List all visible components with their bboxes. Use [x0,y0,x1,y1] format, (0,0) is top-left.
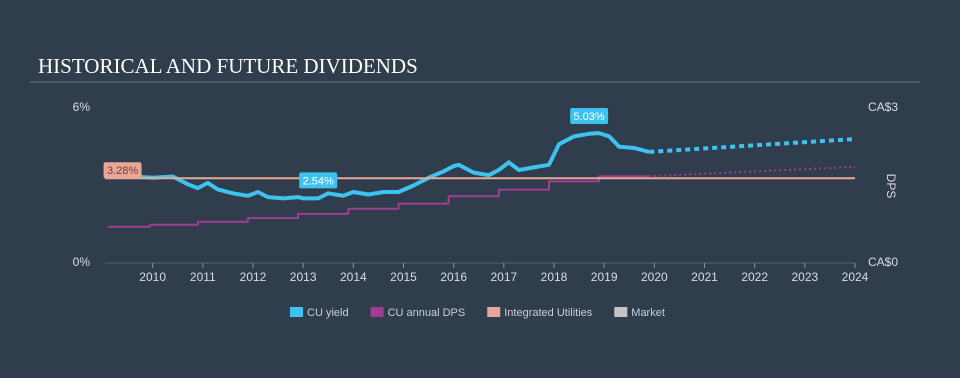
legend-label: Integrated Utilities [504,307,593,319]
x-tick-label: 2020 [641,270,668,284]
legend-swatch [290,307,303,317]
legend-swatch [614,307,628,317]
value-label-box [299,172,338,189]
x-tick-label: 2018 [541,270,568,284]
x-tick-label: 2012 [240,270,267,284]
x-tick-label: 2010 [139,270,166,284]
value-label-box [570,108,609,125]
series-line [107,175,650,228]
y2-tick-label: CA$0 [868,255,898,269]
x-tick-label: 2023 [791,270,818,284]
value-label-box [103,162,142,179]
x-tick-label: 2015 [390,270,417,284]
x-tick-label: 2021 [691,270,718,284]
legend-label: CU annual DPS [388,307,466,319]
x-tick-label: 2011 [190,270,216,284]
legend-label: CU yield [307,307,349,319]
x-tick-label: 2014 [340,270,367,284]
chart-title: HISTORICAL AND FUTURE DIVIDENDS [38,54,418,78]
value-label: 3.28% [107,165,138,177]
y2-tick-label: CA$3 [868,100,898,114]
value-label: 2.54% [303,175,334,187]
series-line [649,137,856,154]
x-tick-label: 2016 [440,270,467,284]
y-tick-label: 6% [73,100,91,114]
legend-label: Market [631,307,665,319]
y-tick-label: 0% [73,255,91,269]
x-tick-label: 2022 [741,270,768,284]
value-label: 5.03% [574,111,605,123]
legend-swatch [370,307,384,317]
y2-axis-label: DPS [884,174,898,199]
x-tick-label: 2017 [490,270,517,284]
x-tick-label: 2013 [290,270,317,284]
x-tick-label: 2024 [842,270,869,284]
series-line [106,131,650,201]
x-tick-label: 2019 [591,270,618,284]
series-line [649,165,856,178]
legend-swatch [487,307,501,317]
